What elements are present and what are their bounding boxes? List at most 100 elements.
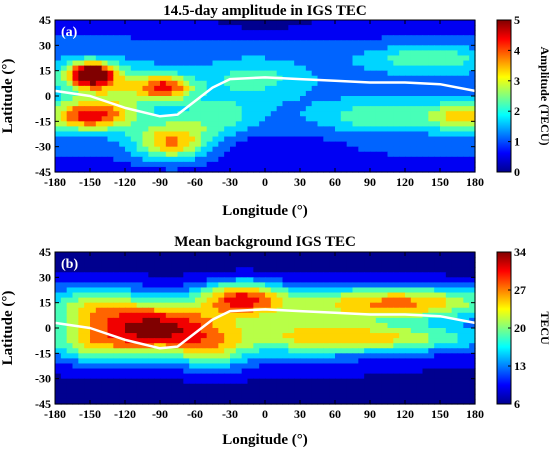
heatmap-cell: [218, 378, 225, 385]
heatmap-cell: [148, 65, 155, 72]
heatmap-cell: [113, 358, 120, 365]
heatmap-cell: [107, 297, 114, 304]
heatmap-cell: [329, 317, 336, 324]
heatmap-cell: [183, 363, 190, 370]
heatmap-cell: [405, 302, 412, 309]
colorbar-tick-label: 1: [514, 135, 520, 149]
heatmap-cell: [224, 383, 231, 390]
heatmap-cell: [235, 343, 243, 349]
heatmap-cell: [259, 136, 266, 143]
heatmap-cell: [282, 317, 289, 324]
heatmap-cell: [195, 297, 202, 304]
heatmap-cell: [66, 398, 74, 405]
heatmap-cell: [195, 106, 202, 112]
heatmap-cell: [253, 353, 260, 359]
heatmap-cell: [253, 151, 260, 158]
heatmap-cell: [113, 257, 120, 263]
heatmap-cell: [107, 141, 114, 148]
heatmap-cell: [84, 287, 91, 294]
heatmap-cell: [352, 131, 359, 138]
heatmap-cell: [399, 363, 406, 370]
heatmap-cell: [154, 277, 161, 283]
heatmap-cell: [300, 393, 307, 400]
heatmap-cell: [171, 141, 179, 148]
heatmap-cell: [288, 277, 295, 283]
heatmap-cell: [463, 338, 470, 344]
heatmap-cell: [399, 20, 406, 26]
heatmap-cell: [130, 272, 138, 278]
heatmap-cell: [282, 30, 289, 36]
heatmap-cell: [230, 388, 237, 395]
heatmap-cell: [463, 353, 470, 359]
heatmap-cell: [230, 30, 237, 36]
heatmap-cell: [218, 292, 225, 299]
heatmap-cell: [463, 116, 470, 122]
heatmap-cell: [428, 141, 435, 148]
heatmap-cell: [381, 282, 389, 289]
heatmap-cell: [189, 358, 196, 365]
heatmap-cell: [451, 75, 459, 82]
heatmap-cell: [276, 252, 284, 258]
heatmap-cell: [189, 267, 196, 273]
heatmap-cell: [469, 20, 476, 26]
heatmap-cell: [469, 101, 476, 107]
heatmap-cell: [224, 126, 231, 133]
heatmap-cell: [230, 348, 237, 354]
heatmap-cell: [177, 282, 184, 289]
heatmap-cell: [434, 317, 441, 324]
heatmap-cell: [247, 50, 254, 57]
heatmap-cell: [206, 30, 214, 36]
heatmap-cell: [463, 297, 470, 304]
heatmap-cell: [119, 343, 126, 349]
heatmap-cell: [189, 312, 196, 319]
heatmap-cell: [288, 393, 295, 400]
heatmap-cell: [282, 282, 289, 289]
heatmap-cell: [340, 398, 348, 405]
heatmap-cell: [370, 302, 377, 309]
heatmap-cell: [451, 136, 459, 143]
heatmap-cell: [101, 262, 109, 268]
heatmap-cell: [381, 60, 389, 67]
heatmap-cell: [253, 343, 260, 349]
heatmap-cell: [335, 96, 342, 102]
heatmap-cell: [346, 373, 354, 380]
heatmap-cell: [469, 96, 476, 102]
heatmap-cell: [195, 121, 202, 127]
heatmap-cell: [323, 348, 330, 354]
heatmap-cell: [375, 126, 383, 133]
heatmap-cell: [340, 121, 348, 127]
heatmap-cell: [375, 272, 383, 278]
heatmap-cell: [125, 35, 132, 41]
heatmap-cell: [294, 322, 301, 329]
heatmap-cell: [457, 90, 464, 97]
heatmap-cell: [206, 156, 214, 163]
heatmap-cell: [136, 35, 144, 41]
heatmap-cell: [445, 30, 453, 36]
heatmap-cell: [224, 302, 231, 309]
heatmap-cell: [119, 297, 126, 304]
heatmap-cell: [136, 353, 144, 359]
heatmap-cell: [154, 116, 161, 122]
heatmap-cell: [387, 70, 394, 77]
heatmap-cell: [130, 80, 138, 87]
heatmap-cell: [300, 60, 307, 67]
heatmap-cell: [352, 277, 359, 283]
heatmap-cell: [288, 373, 295, 380]
heatmap-cell: [265, 368, 272, 375]
heatmap-cell: [270, 50, 278, 57]
heatmap-cell: [113, 50, 120, 57]
heatmap-cell: [457, 40, 464, 46]
heatmap-cell: [212, 292, 219, 299]
heatmap-cell: [335, 363, 342, 370]
heatmap-cell: [445, 50, 453, 57]
heatmap-cell: [165, 307, 173, 314]
heatmap-cell: [113, 272, 120, 278]
heatmap-cell: [125, 166, 132, 173]
heatmap-cell: [410, 161, 418, 168]
heatmap-cell: [375, 378, 383, 385]
heatmap-cell: [224, 322, 231, 329]
heatmap-cell: [72, 257, 79, 263]
heatmap-cell: [445, 383, 453, 390]
heatmap-cell: [445, 343, 453, 349]
heatmap-cell: [95, 252, 103, 258]
